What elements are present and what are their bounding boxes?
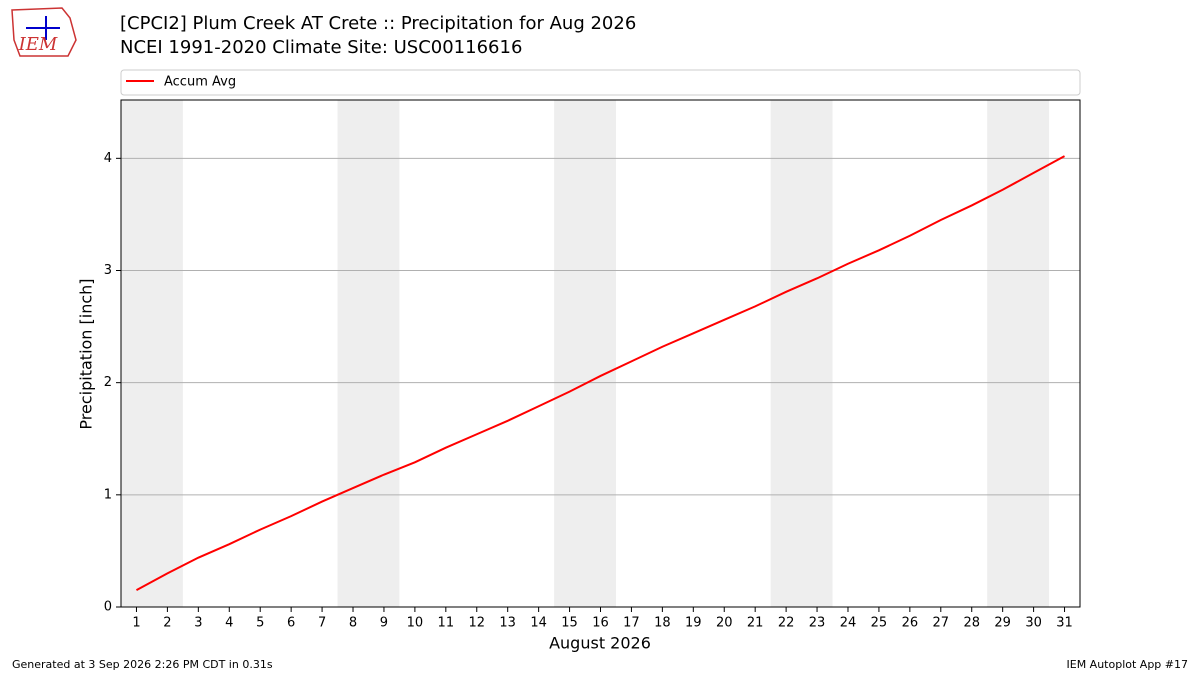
x-tick-label: 5 [256,616,264,631]
weekend-band [770,100,833,607]
logo-outline [11,7,77,57]
x-tick-label: 25 [871,616,888,631]
x-tick-label: 3 [194,616,202,631]
x-tick-label: 17 [623,616,640,631]
x-tick-label: 7 [318,616,326,631]
y-tick-label: 0 [104,600,112,615]
x-tick-label: 18 [654,616,671,631]
x-tick-label: 28 [963,616,980,631]
plot-frame [120,99,1081,608]
x-tick-label: 30 [1025,616,1042,631]
x-tick-label: 22 [778,616,795,631]
x-tick-label: 14 [530,616,547,631]
footer-right: IEM Autoplot App #17 [1067,658,1189,671]
x-tick-label: 29 [994,616,1011,631]
weekend-band [987,100,1050,607]
legend-label: Accum Avg [164,75,236,90]
x-tick-label: 24 [840,616,857,631]
x-tick-label: 19 [685,616,702,631]
y-tick-label: 3 [104,263,112,278]
x-tick-label: 10 [407,616,424,631]
x-tick-label: 9 [380,616,388,631]
x-tick-label: 4 [225,616,233,631]
x-tick-label: 20 [716,616,733,631]
x-tick-label: 13 [499,616,516,631]
weekend-band [121,100,183,607]
weekend-band [337,100,400,607]
x-tick-label: 11 [438,616,455,631]
x-tick-label: 2 [163,616,171,631]
x-tick-label: 26 [902,616,919,631]
x-tick-label: 16 [592,616,609,631]
legend-box [120,69,1081,96]
footer-left: Generated at 3 Sep 2026 2:26 PM CDT in 0… [12,658,273,671]
x-tick-label: 1 [132,616,140,631]
x-tick-label: 12 [468,616,485,631]
chart-subtitle: NCEI 1991-2020 Climate Site: USC00116616 [120,37,522,58]
weekend-band [554,100,616,607]
x-tick-label: 8 [349,616,357,631]
logo-text: IEM [18,34,58,55]
x-tick-label: 6 [287,616,295,631]
x-tick-label: 23 [809,616,826,631]
chart-title: [CPCI2] Plum Creek AT Crete :: Precipita… [120,13,636,34]
y-tick-label: 4 [104,151,112,166]
series-line [135,155,1066,592]
y-axis-label: Precipitation [inch] [77,278,96,429]
x-tick-label: 31 [1056,616,1073,631]
y-tick-label: 1 [104,487,112,502]
x-axis-label: August 2026 [549,634,651,653]
x-tick-label: 27 [933,616,950,631]
logo: IEM [11,7,77,57]
x-tick-label: 21 [747,616,764,631]
y-tick-label: 2 [104,375,112,390]
x-tick-label: 15 [561,616,578,631]
